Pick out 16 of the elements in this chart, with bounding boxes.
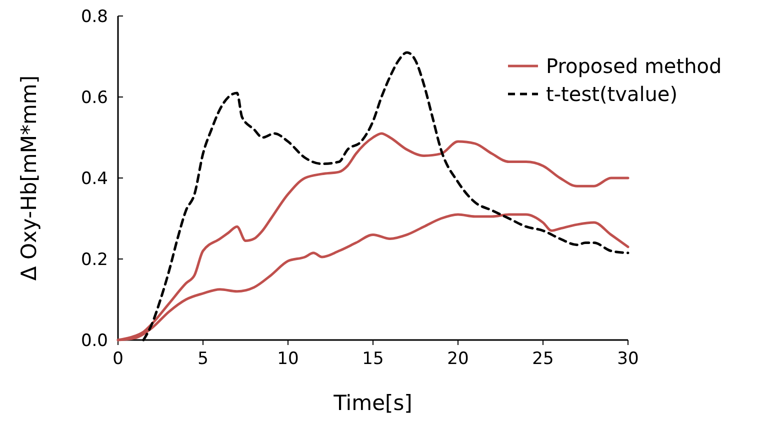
y-tick-label: 0.8 (80, 6, 108, 27)
y-axis-title: Δ Oxy-Hb[mM*mm] (17, 75, 41, 281)
legend-label: Proposed method (546, 54, 722, 78)
x-tick-label: 30 (617, 349, 639, 369)
y-tick-label: 0.4 (80, 168, 108, 189)
legend-label: t-test(tvalue) (546, 82, 678, 106)
y-tick-label: 0.2 (80, 250, 108, 270)
x-tick-label: 25 (532, 349, 554, 369)
y-tick-label: 0.6 (80, 88, 108, 108)
x-tick-label: 5 (198, 349, 208, 369)
x-tick-label: 0 (112, 349, 124, 369)
x-tick-label: 20 (447, 349, 469, 369)
x-tick-label: 15 (362, 349, 384, 369)
x-tick-label: 10 (277, 349, 299, 369)
x-axis-title: Time[s] (332, 391, 412, 415)
y-tick-label: 0.0 (80, 330, 108, 351)
